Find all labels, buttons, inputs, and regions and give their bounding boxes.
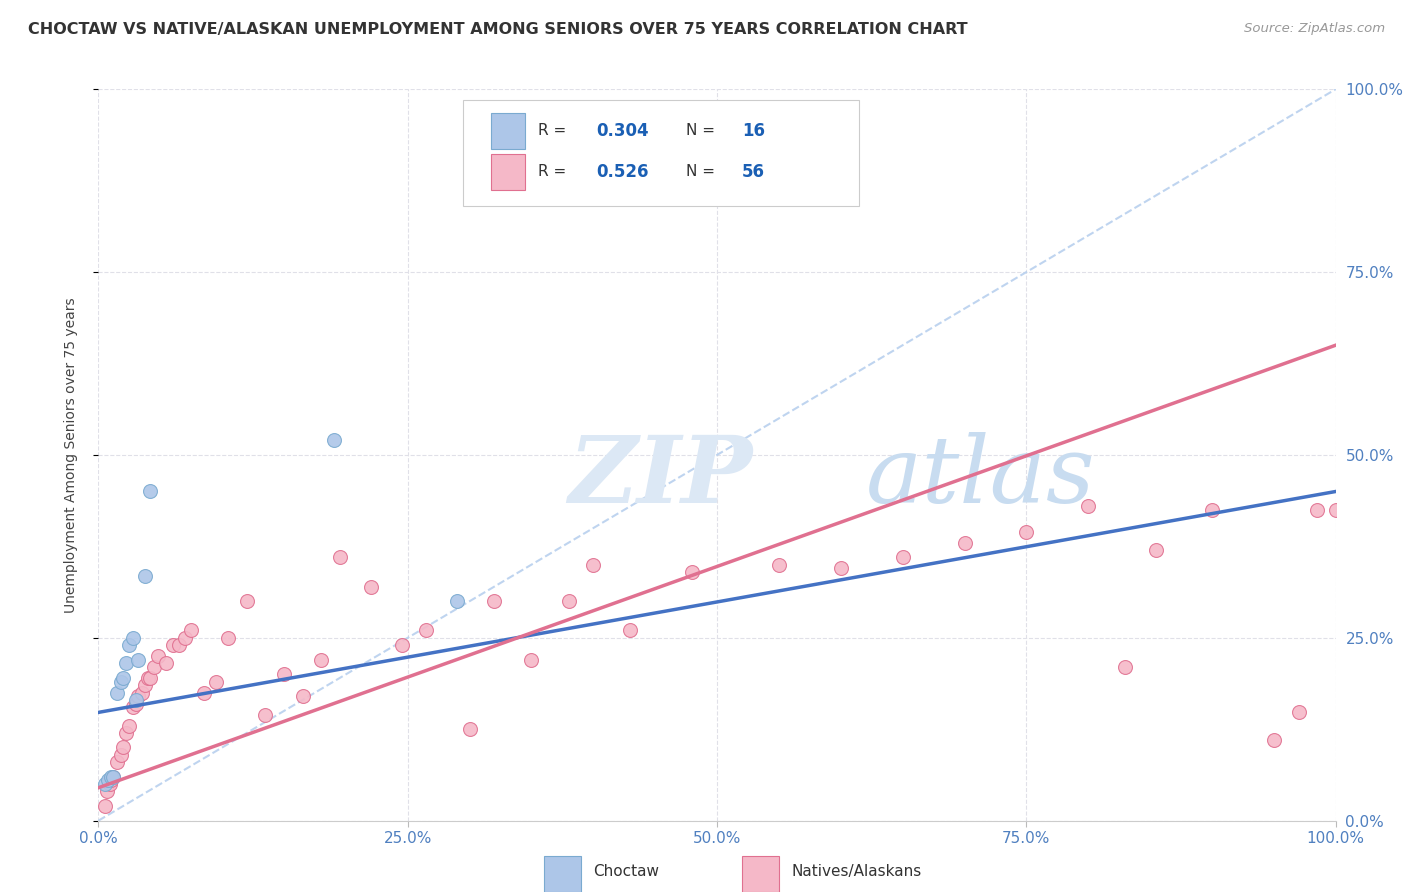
Point — [236, 594, 259, 608]
Point — [1144, 543, 1167, 558]
Point — [1015, 524, 1038, 539]
Point — [112, 671, 135, 685]
Point — [830, 561, 852, 575]
Point — [273, 667, 295, 681]
Point — [953, 535, 976, 549]
Text: R =: R = — [537, 123, 571, 138]
Point — [93, 777, 115, 791]
Point — [114, 726, 136, 740]
Point — [127, 653, 149, 667]
Point — [174, 631, 197, 645]
Text: R =: R = — [537, 164, 571, 179]
Point — [391, 638, 413, 652]
Point — [96, 784, 118, 798]
Point — [309, 653, 332, 667]
Point — [134, 568, 156, 582]
Point — [619, 624, 641, 638]
Point — [891, 550, 914, 565]
Point — [93, 799, 115, 814]
Point — [155, 657, 177, 671]
Point — [143, 660, 166, 674]
Point — [118, 718, 141, 732]
Point — [557, 594, 579, 608]
Point — [124, 697, 146, 711]
Text: Natives/Alaskans: Natives/Alaskans — [792, 864, 921, 880]
Point — [1324, 503, 1347, 517]
Point — [193, 686, 215, 700]
Point — [520, 653, 543, 667]
FancyBboxPatch shape — [464, 100, 859, 206]
Point — [167, 638, 190, 652]
Text: N =: N = — [686, 164, 720, 179]
Text: 56: 56 — [742, 163, 765, 181]
Point — [254, 707, 277, 722]
Point — [122, 631, 145, 645]
Point — [103, 770, 125, 784]
Bar — [544, 855, 581, 892]
Point — [139, 671, 162, 685]
Point — [112, 740, 135, 755]
Point — [105, 755, 128, 769]
Point — [768, 558, 790, 572]
Point — [97, 773, 120, 788]
Point — [681, 565, 703, 579]
Bar — [491, 112, 526, 149]
Point — [110, 747, 132, 762]
Point — [360, 580, 382, 594]
Point — [1077, 499, 1099, 513]
Point — [100, 770, 122, 784]
Point — [122, 700, 145, 714]
Point — [205, 674, 228, 689]
Point — [415, 624, 437, 638]
Point — [134, 678, 156, 692]
Point — [1114, 660, 1136, 674]
Bar — [742, 855, 779, 892]
Point — [124, 693, 146, 707]
Text: ZIP: ZIP — [568, 432, 752, 522]
Point — [146, 649, 169, 664]
Bar — [491, 153, 526, 190]
Point — [98, 777, 121, 791]
Point — [446, 594, 468, 608]
Point — [1263, 733, 1285, 747]
Text: atlas: atlas — [866, 432, 1095, 522]
Point — [114, 657, 136, 671]
Point — [484, 594, 506, 608]
Point — [127, 690, 149, 704]
Point — [322, 434, 344, 448]
Y-axis label: Unemployment Among Seniors over 75 years: Unemployment Among Seniors over 75 years — [63, 297, 77, 613]
Point — [180, 624, 202, 638]
Point — [136, 671, 159, 685]
Point — [1288, 706, 1310, 720]
Text: Source: ZipAtlas.com: Source: ZipAtlas.com — [1244, 22, 1385, 36]
Point — [103, 770, 125, 784]
Point — [458, 723, 481, 737]
Text: CHOCTAW VS NATIVE/ALASKAN UNEMPLOYMENT AMONG SENIORS OVER 75 YEARS CORRELATION C: CHOCTAW VS NATIVE/ALASKAN UNEMPLOYMENT A… — [28, 22, 967, 37]
Point — [162, 638, 184, 652]
Point — [100, 773, 122, 788]
Point — [131, 686, 153, 700]
Text: N =: N = — [686, 123, 720, 138]
Point — [105, 686, 128, 700]
Text: 0.526: 0.526 — [596, 163, 648, 181]
Point — [217, 631, 239, 645]
Text: 16: 16 — [742, 122, 765, 140]
Point — [291, 690, 314, 704]
Point — [582, 558, 605, 572]
Point — [1201, 503, 1223, 517]
Point — [329, 550, 352, 565]
Text: 0.304: 0.304 — [596, 122, 648, 140]
Point — [110, 674, 132, 689]
Point — [118, 638, 141, 652]
Point — [1306, 503, 1329, 517]
Point — [139, 484, 162, 499]
Text: Choctaw: Choctaw — [593, 864, 659, 880]
